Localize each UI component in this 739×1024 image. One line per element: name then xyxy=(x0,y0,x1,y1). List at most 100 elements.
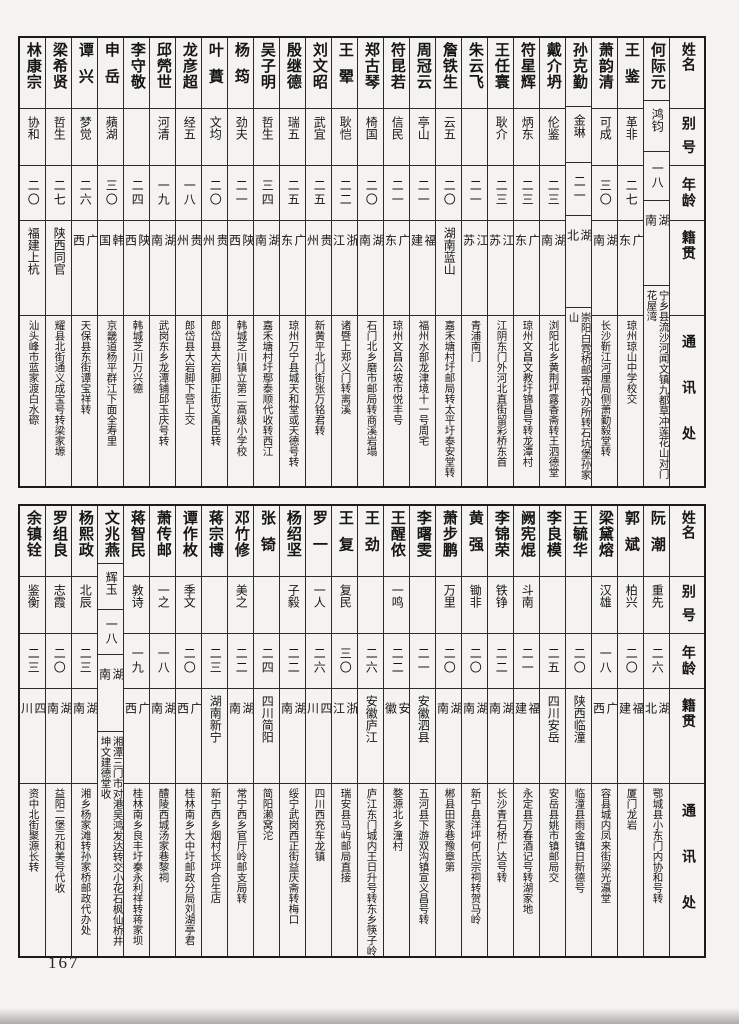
hao-cell: 辉玉 xyxy=(98,564,123,610)
person-name: 黄强 xyxy=(466,510,483,563)
person-age: 二三 xyxy=(520,179,535,207)
person-column: 王复 复民 三〇 浙江 瑞安县马屿邮局直接 xyxy=(331,506,357,956)
directory-table-bottom: 姓名 别号 年龄 籍贯 通讯处 阮潮 重先 二六 湖北 鄂城县小东门内协和号转 郭斌 柏兴二… xyxy=(18,504,706,958)
person-column: 谭作枚 季文 二〇 广西 桂林南乡大中圩邮政分局刘湖亭君 xyxy=(175,506,201,956)
person-age: 二三 xyxy=(494,179,509,207)
origin-cell: 安徽泗县 xyxy=(410,689,435,784)
origin-cell: 广西 xyxy=(592,689,617,784)
person-address: 郴县田家巷豫章第 xyxy=(443,788,455,872)
origin-cell: 江苏 xyxy=(488,221,513,316)
person-address: 浏阳北乡黄荆坪露香斋转王泗德堂 xyxy=(547,320,559,478)
person-column: 李锦荣 铁铮 二二 湖南 长沙青石桥广达号转 xyxy=(487,506,513,956)
age-cell: 二〇 xyxy=(176,634,201,689)
person-age: 二一 xyxy=(520,647,535,675)
age-cell: 二一 xyxy=(566,163,591,217)
name-cell: 戴介坍 xyxy=(540,38,565,109)
person-hao: 斗南 xyxy=(520,584,535,608)
name-cell: 郑古琴 xyxy=(358,38,383,109)
person-name: 邓竹修 xyxy=(232,510,249,558)
name-cell: 刘文昭 xyxy=(306,38,331,109)
person-name: 申岳 xyxy=(102,42,119,95)
person-name: 龙彦超 xyxy=(180,42,197,90)
person-address: 京畿道杨平群江下面全寿里 xyxy=(105,320,117,446)
name-cell: 杨绍坚 xyxy=(280,506,305,577)
person-name: 殷继德 xyxy=(284,42,301,90)
origin-cell: 贵州 xyxy=(176,221,201,316)
age-cell: 二五 xyxy=(540,634,565,689)
origin-cell: 广西 xyxy=(124,689,149,784)
person-origin: 湖南蓝山 xyxy=(442,227,457,275)
hao-cell: 鸿钧 xyxy=(644,101,669,153)
origin-cell: 陕西 xyxy=(124,221,149,316)
address-cell: 青浦南门 xyxy=(462,316,487,486)
person-age: 二〇 xyxy=(364,179,379,207)
name-cell: 谭作枚 xyxy=(176,506,201,577)
age-cell: 二五 xyxy=(306,166,331,221)
person-column: 罗组良 志霞 二〇 湖南 益阳二堡元和美号代收 xyxy=(45,506,71,956)
hao-cell: 金琳 xyxy=(566,107,591,163)
address-cell: 临潼县雨金镇日新德号 xyxy=(566,784,591,956)
person-name: 邱焭世 xyxy=(154,42,171,90)
name-cell: 梁希贤 xyxy=(46,38,71,109)
header-name-label: 姓名 xyxy=(679,510,695,540)
person-name: 阮潮 xyxy=(648,510,665,563)
person-column: 杨熙政 北辰 二三 湖南 湘乡杨家滩转孙家桥邮政代办处 xyxy=(71,506,97,956)
person-address: 常宁西乡官厅岭邮支局转 xyxy=(235,788,247,904)
name-cell: 王翚 xyxy=(332,38,357,109)
age-cell: 二〇 xyxy=(358,166,383,221)
name-cell: 何际元 xyxy=(644,38,669,102)
name-cell: 邓竹修 xyxy=(228,506,253,577)
person-age: 一九 xyxy=(156,179,171,207)
name-cell: 蒋宗博 xyxy=(202,506,227,577)
hao-cell: 子毅 xyxy=(280,577,305,634)
name-cell: 吴子明 xyxy=(254,38,279,109)
person-age: 二一 xyxy=(572,174,587,203)
name-cell: 王复 xyxy=(332,506,357,577)
person-column: 殷继德 瑞五 二五 广东 琼州万宁县城天和堂或天德号转 xyxy=(279,38,305,486)
hao-cell: 革非 xyxy=(618,109,643,166)
person-address: 临潼县雨金镇日新德号 xyxy=(573,788,585,893)
hao-cell: 经五 xyxy=(176,109,201,166)
address-cell: 诸暨上郑义门转离溪 xyxy=(332,316,357,486)
address-cell: 郎岱县大岩脚正街艾禹臣转 xyxy=(202,316,227,486)
hao-cell xyxy=(358,577,383,634)
address-cell: 汕头峰市蓝家渡白水磜 xyxy=(20,316,45,486)
person-column: 周冠云 亭山 二一 福建 福州水部龙津境十一号周宅 xyxy=(409,38,435,486)
person-address: 琼州琼山中学校交 xyxy=(625,320,637,404)
name-cell: 杨筠 xyxy=(228,38,253,109)
origin-cell: 湖南新宁 xyxy=(202,689,227,784)
origin-cell: 湖南 xyxy=(150,689,175,784)
age-cell: 一八 xyxy=(644,152,669,202)
person-hao: 革非 xyxy=(624,116,639,140)
hao-cell: 劲夫 xyxy=(228,109,253,166)
address-cell: 益阳二堡元和美号代收 xyxy=(46,784,71,956)
person-origin: 湖北 xyxy=(566,229,591,279)
person-column: 符昆若 信民 二一 广东 琼州文昌公坡市悦丰号 xyxy=(383,38,409,486)
hao-cell xyxy=(566,577,591,634)
person-column: 王翚 耿恺 二二 浙江 诸暨上郑义门转离溪 xyxy=(331,38,357,486)
person-hao: 北辰 xyxy=(78,584,93,608)
name-cell: 萧韵清 xyxy=(592,38,617,109)
age-cell: 二三 xyxy=(72,634,97,689)
person-address: 嘉禾塘村圩鄢泰顺代收转西江 xyxy=(261,320,273,457)
hao-cell: 炳东 xyxy=(514,109,539,166)
scan-edge-shadow xyxy=(0,1008,739,1024)
name-cell: 王毓华 xyxy=(566,506,591,577)
age-cell: 一九 xyxy=(124,634,149,689)
name-cell: 邱焭世 xyxy=(150,38,175,109)
person-column: 郑古琴 椅国 二〇 湖南 石门北乡磨市邮局转商溪岩塌 xyxy=(357,38,383,486)
hao-cell: 一鸣 xyxy=(384,577,409,634)
person-name: 蒋智民 xyxy=(128,510,145,558)
header-name-cell: 姓名 xyxy=(670,38,704,109)
origin-cell: 湖南蓝山 xyxy=(436,221,461,316)
person-hao: 云五 xyxy=(442,116,457,140)
person-age: 二二 xyxy=(390,647,405,675)
person-address: 绥宁武岗西正街益庆斋转梅口 xyxy=(287,788,299,925)
hao-cell xyxy=(410,577,435,634)
person-hao: 协和 xyxy=(26,116,41,140)
name-cell: 阮潮 xyxy=(644,506,669,577)
person-address: 安岳县姚市镇邮局交 xyxy=(547,788,559,883)
name-cell: 孙克勤 xyxy=(566,38,591,108)
person-age: 二一 xyxy=(234,179,249,207)
person-hao: 铁铮 xyxy=(494,584,509,608)
